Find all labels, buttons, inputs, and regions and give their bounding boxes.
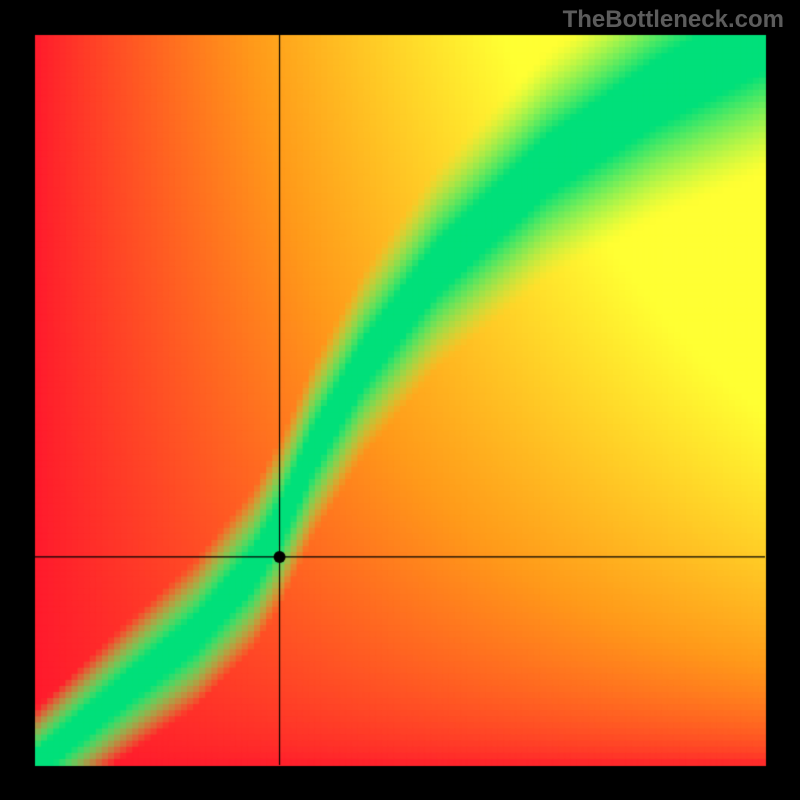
- watermark-text: TheBottleneck.com: [563, 6, 784, 34]
- bottleneck-heatmap: [0, 0, 800, 800]
- chart-container: TheBottleneck.com: [0, 0, 800, 800]
